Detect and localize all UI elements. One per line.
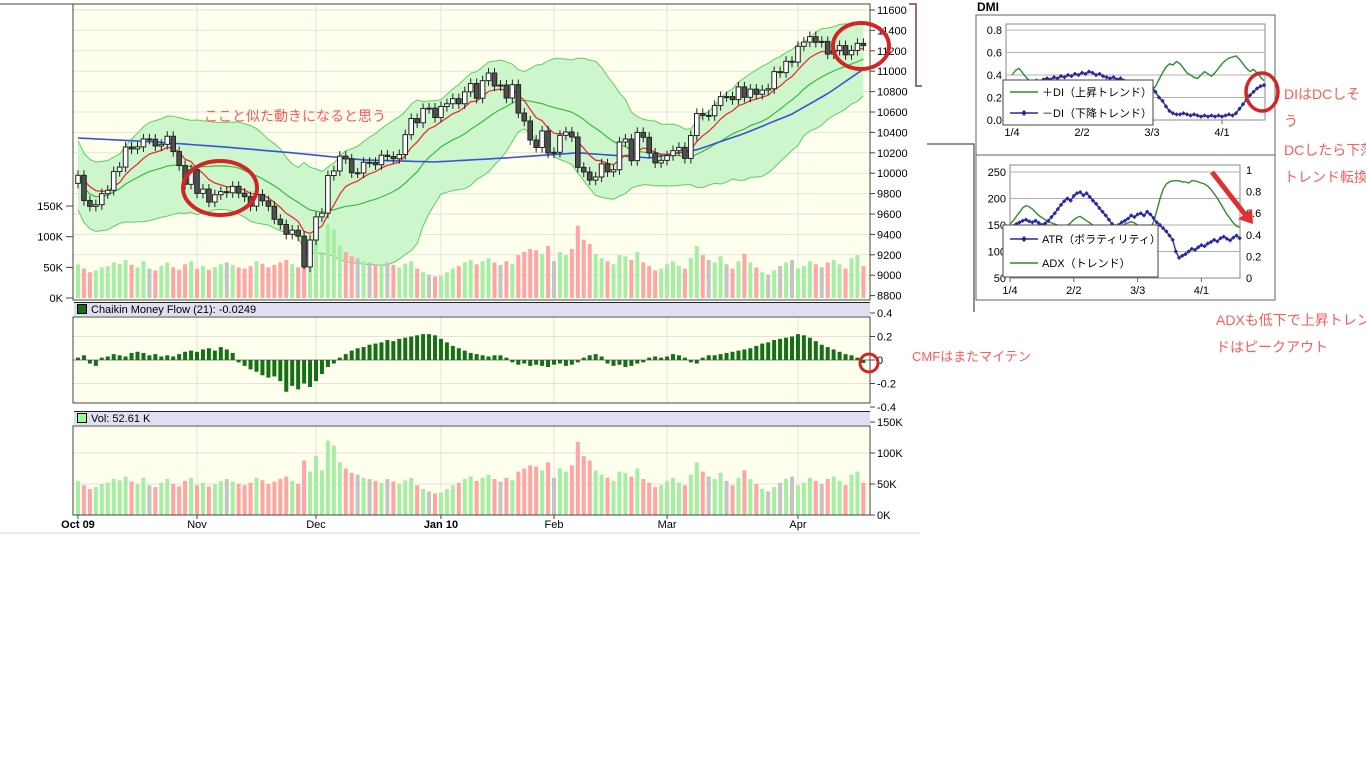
svg-text:0: 0 bbox=[877, 355, 883, 367]
svg-text:0K: 0K bbox=[877, 510, 891, 522]
svg-text:100K: 100K bbox=[877, 448, 903, 460]
svg-text:ATR（ボラティリティ）: ATR（ボラティリティ） bbox=[1042, 233, 1161, 246]
svg-text:250: 250 bbox=[988, 167, 1006, 179]
svg-text:-0.2: -0.2 bbox=[877, 379, 896, 391]
svg-text:0.4: 0.4 bbox=[877, 308, 892, 320]
svg-text:10800: 10800 bbox=[877, 87, 908, 99]
svg-text:0.0: 0.0 bbox=[987, 115, 1002, 127]
svg-text:150: 150 bbox=[988, 220, 1006, 232]
dmi-chart: 0.8 0.6 0.4 0.2 0.01/4 2/2 3/3 4/1 ＋DI（上昇トレンド） －D… bbox=[975, 14, 1276, 156]
svg-text:Jan 10: Jan 10 bbox=[424, 519, 458, 531]
note-similar-move: ここと似た動きになると思う bbox=[204, 108, 386, 124]
svg-text:3/3: 3/3 bbox=[1144, 127, 1159, 139]
note-cmf: CMFはまたマイテン bbox=[912, 349, 1031, 364]
svg-text:Feb: Feb bbox=[545, 519, 564, 531]
svg-text:3/3: 3/3 bbox=[1130, 285, 1145, 297]
svg-text:－DI（下降トレンド）: －DI（下降トレンド） bbox=[1042, 106, 1152, 120]
moving-averages bbox=[77, 47, 864, 235]
svg-text:Apr: Apr bbox=[789, 519, 806, 531]
svg-text:0.8: 0.8 bbox=[1246, 187, 1261, 199]
note-dmi-line4: トレンド転換 bbox=[1284, 169, 1366, 185]
svg-text:9800: 9800 bbox=[877, 189, 901, 201]
bracket-dmi bbox=[909, 3, 922, 87]
bracket-atr bbox=[927, 143, 975, 312]
svg-text:0K: 0K bbox=[50, 293, 64, 305]
svg-text:4/1: 4/1 bbox=[1214, 127, 1229, 139]
svg-text:-0.4: -0.4 bbox=[877, 402, 896, 414]
svg-text:150K: 150K bbox=[877, 417, 903, 429]
dmi-chart-title: DMI bbox=[977, 0, 999, 14]
cmf-series-icon bbox=[77, 304, 87, 314]
svg-text:0.2: 0.2 bbox=[987, 93, 1002, 105]
chart-canvas: 1160011400112001100010800106001040010200… bbox=[0, 3, 1280, 534]
svg-text:0: 0 bbox=[1246, 273, 1252, 285]
annotation-circle-cmf bbox=[858, 352, 880, 374]
svg-text:ADX（トレンド）: ADX（トレンド） bbox=[1042, 257, 1131, 270]
svg-text:1/4: 1/4 bbox=[1004, 127, 1019, 139]
svg-text:10200: 10200 bbox=[877, 148, 908, 160]
svg-text:10400: 10400 bbox=[877, 127, 908, 139]
svg-text:9200: 9200 bbox=[877, 250, 901, 262]
note-dmi-line1: DIはDCしそ bbox=[1284, 86, 1361, 102]
annotation-ellipse-apr bbox=[831, 21, 891, 71]
svg-text:9400: 9400 bbox=[877, 229, 901, 241]
svg-text:9600: 9600 bbox=[877, 209, 901, 221]
svg-text:8800: 8800 bbox=[877, 291, 901, 303]
red-annotations bbox=[181, 3, 1280, 374]
svg-text:Dec: Dec bbox=[306, 519, 326, 531]
svg-text:10000: 10000 bbox=[877, 168, 908, 180]
svg-text:0.6: 0.6 bbox=[987, 48, 1002, 60]
svg-text:4/1: 4/1 bbox=[1194, 285, 1209, 297]
note-adx-line2: ドはピークアウト bbox=[1216, 339, 1328, 355]
svg-text:100K: 100K bbox=[37, 232, 63, 244]
cmf-panel: 0.4 0.2 0 -0.2 -0.4 bbox=[72, 308, 896, 414]
svg-text:11600: 11600 bbox=[877, 5, 907, 17]
svg-text:10600: 10600 bbox=[877, 107, 908, 119]
annotation-circle-dmi bbox=[1244, 71, 1280, 113]
svg-text:150K: 150K bbox=[37, 201, 63, 213]
note-adx-line1: ADXも低下で上昇トレン bbox=[1216, 312, 1366, 328]
note-dmi-line3: DCしたら下落 bbox=[1284, 142, 1366, 158]
svg-text:0.4: 0.4 bbox=[1246, 230, 1261, 242]
svg-text:Oct 09: Oct 09 bbox=[61, 519, 95, 531]
volume-panel-title: Vol: 52.61 K bbox=[91, 413, 151, 425]
svg-text:1/4: 1/4 bbox=[1002, 285, 1017, 297]
candles bbox=[75, 31, 867, 273]
volume-panel-header: Vol: 52.61 K bbox=[74, 411, 870, 425]
svg-text:50K: 50K bbox=[43, 262, 63, 274]
svg-text:100: 100 bbox=[988, 247, 1006, 259]
annotation-ellipse-nov bbox=[181, 159, 259, 217]
svg-text:11200: 11200 bbox=[877, 46, 907, 58]
svg-text:0.8: 0.8 bbox=[987, 25, 1002, 37]
svg-text:0.2: 0.2 bbox=[1246, 251, 1261, 263]
svg-text:2/2: 2/2 bbox=[1066, 285, 1081, 297]
svg-text:Nov: Nov bbox=[187, 519, 207, 531]
cmf-panel-title: Chaikin Money Flow (21): -0.0249 bbox=[91, 304, 257, 316]
svg-text:2/2: 2/2 bbox=[1074, 127, 1089, 139]
svg-text:＋DI（上昇トレンド）: ＋DI（上昇トレンド） bbox=[1042, 86, 1152, 99]
svg-text:11000: 11000 bbox=[877, 66, 907, 78]
volume-panel: 150K 100K 50K 0K Oct 09 Nov Dec Jan 10 Feb Mar Apr bbox=[0, 417, 920, 534]
volume-overlay bbox=[76, 224, 866, 298]
svg-text:Mar: Mar bbox=[658, 519, 677, 531]
main-axes: 1160011400112001100010800106001040010200… bbox=[0, 3, 908, 305]
svg-text:0.4: 0.4 bbox=[987, 70, 1002, 82]
cmf-panel-header: Chaikin Money Flow (21): -0.0249 bbox=[74, 302, 870, 316]
svg-text:50K: 50K bbox=[877, 479, 897, 491]
volume-series-icon bbox=[77, 413, 87, 423]
svg-text:1: 1 bbox=[1246, 165, 1252, 177]
svg-text:200: 200 bbox=[988, 194, 1006, 206]
note-dmi-line2: う bbox=[1284, 113, 1298, 129]
svg-text:9000: 9000 bbox=[877, 270, 901, 282]
annotation-arrow-adx bbox=[1210, 170, 1249, 219]
svg-text:0.2: 0.2 bbox=[877, 332, 892, 344]
